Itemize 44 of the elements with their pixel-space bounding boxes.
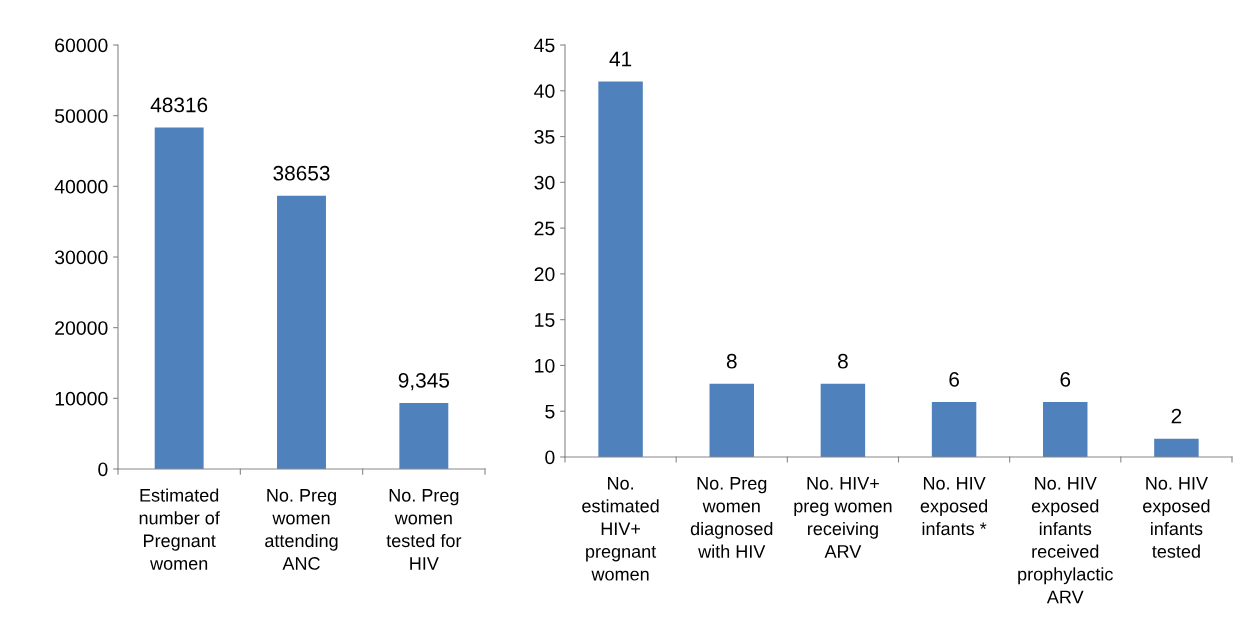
data-label: 6 <box>949 372 959 387</box>
y-tick-label: 0 <box>98 462 108 477</box>
bar <box>598 81 643 457</box>
x-tick-label: No. Preg women tested for HIV <box>386 489 462 570</box>
bar <box>1043 402 1088 457</box>
y-tick-label: 20 <box>534 267 555 282</box>
y-tick-label: 40000 <box>54 179 108 194</box>
data-label: 6 <box>1060 372 1071 387</box>
data-label: 38653 <box>273 165 330 181</box>
bar <box>154 127 204 469</box>
data-label: 8 <box>838 353 848 369</box>
x-tick-label: No. HIV exposed infants * <box>920 477 988 536</box>
y-tick-label: 0 <box>545 450 555 465</box>
x-tick-label: No. Preg women diagnosed with HIV <box>690 477 773 558</box>
bar <box>277 195 326 469</box>
y-tick-label: 40 <box>534 84 555 99</box>
y-tick-label: 60000 <box>55 38 108 53</box>
y-tick-label: 30 <box>534 175 555 190</box>
x-tick-label: No. HIV exposed infants received prophylactic ARV <box>1018 477 1113 604</box>
data-label: 8 <box>726 353 737 369</box>
y-tick-label: 15 <box>535 313 555 327</box>
bar <box>709 383 754 457</box>
x-tick-label: Estimated number of Pregnant women <box>139 488 220 570</box>
y-tick-label: 30000 <box>54 250 108 265</box>
data-label: 9,345 <box>398 372 450 391</box>
bar <box>1154 438 1199 457</box>
data-label: 2 <box>1171 408 1182 424</box>
x-tick-label: No. Preg women attending ANC <box>265 489 338 570</box>
data-label: 41 <box>609 51 632 67</box>
y-tick-label: 10 <box>535 358 555 373</box>
bar <box>931 402 977 457</box>
bar <box>399 402 449 469</box>
x-tick-label: No. HIV+ preg women receiving ARV <box>794 477 892 558</box>
y-tick-label: 50000 <box>54 109 108 123</box>
x-tick-label: No. HIV exposed infants tested <box>1143 477 1210 558</box>
y-tick-label: 25 <box>534 221 555 236</box>
data-label: 48316 <box>150 97 208 113</box>
bar <box>820 383 866 457</box>
y-tick-label: 20000 <box>55 321 108 335</box>
y-tick-label: 45 <box>534 38 555 53</box>
y-tick-label: 10000 <box>55 391 108 406</box>
y-tick-label: 5 <box>545 404 555 419</box>
x-tick-label: No. estimated HIV+ pregnant women <box>582 477 659 581</box>
y-tick-label: 35 <box>534 130 555 144</box>
